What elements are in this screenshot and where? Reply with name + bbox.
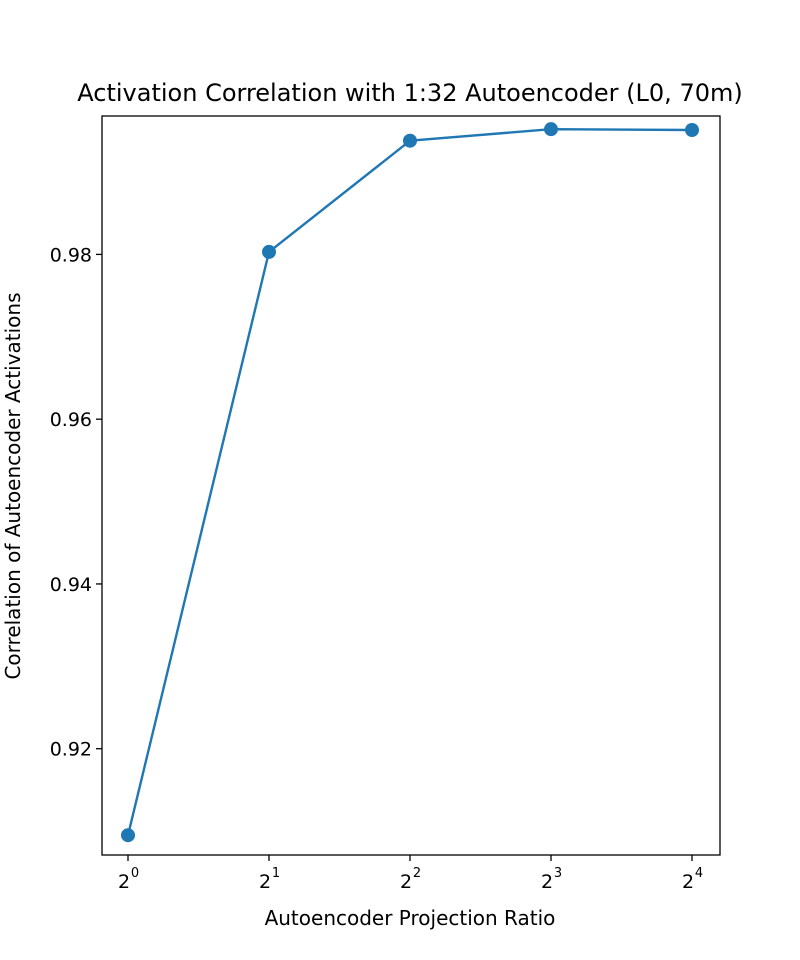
data-point bbox=[121, 828, 135, 843]
data-point bbox=[403, 133, 417, 148]
x-tick-label-exponent: 3 bbox=[554, 866, 562, 881]
data-point bbox=[262, 244, 276, 259]
y-tick-label: 0.96 bbox=[50, 409, 92, 431]
x-tick-label-exponent: 0 bbox=[131, 866, 139, 881]
y-axis-label: Correlation of Autoencoder Activations bbox=[1, 292, 25, 679]
series-group bbox=[121, 122, 699, 843]
x-tick-label-exponent: 1 bbox=[272, 866, 280, 881]
plot-area bbox=[101, 115, 721, 856]
x-tick-label-base: 2 bbox=[400, 871, 412, 893]
data-point bbox=[544, 122, 558, 137]
y-tick-label: 0.92 bbox=[50, 739, 92, 761]
x-tick-label-exponent: 2 bbox=[413, 866, 421, 881]
x-tick-label-base: 2 bbox=[541, 871, 553, 893]
y-axis: 0.92 0.94 0.96 0.98 bbox=[50, 244, 102, 761]
x-tick-label-exponent: 4 bbox=[695, 866, 703, 881]
x-tick-label-base: 2 bbox=[259, 871, 271, 893]
x-tick-label-base: 2 bbox=[682, 871, 694, 893]
plot-frame bbox=[101, 115, 721, 856]
x-axis-label: Autoencoder Projection Ratio bbox=[265, 906, 556, 930]
series-line bbox=[126, 127, 693, 836]
data-point bbox=[685, 123, 699, 138]
y-tick-label: 0.98 bbox=[50, 244, 92, 266]
chart-title: Activation Correlation with 1:32 Autoenc… bbox=[77, 79, 742, 107]
x-tick-label-base: 2 bbox=[118, 871, 130, 893]
y-tick-label: 0.94 bbox=[50, 574, 92, 596]
